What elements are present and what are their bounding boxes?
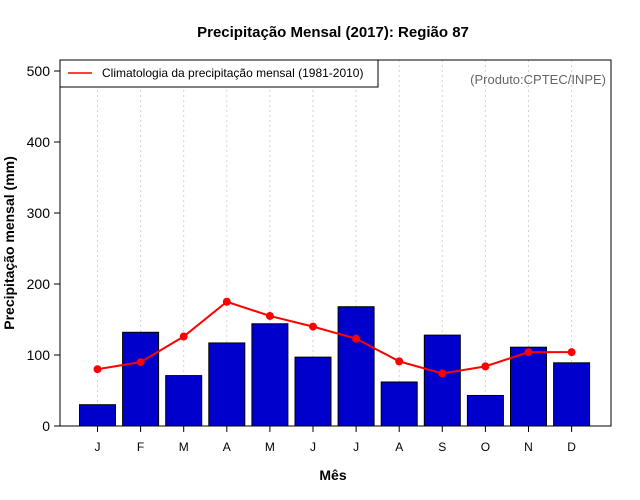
climatology-point (395, 357, 404, 366)
bar (553, 362, 591, 427)
x-tick-label: J (353, 440, 359, 454)
x-tick-label: F (137, 440, 144, 454)
x-tick-label: M (179, 440, 189, 454)
climatology-point (567, 348, 576, 357)
vertical-grid-lines (97, 60, 573, 426)
legend: Climatologia da precipitação mensal (198… (59, 59, 379, 88)
climatology-point (438, 369, 447, 378)
x-tick-label: D (567, 440, 576, 454)
climatology-line (97, 300, 572, 375)
x-tick-label: A (395, 440, 403, 454)
x-tick-label: M (265, 440, 275, 454)
x-tick-label: A (223, 440, 231, 454)
x-tick-label: N (524, 440, 533, 454)
bar (510, 346, 547, 427)
bar (466, 394, 504, 427)
climatology-point (222, 297, 231, 306)
legend-entry-climatology: Climatologia da precipitação mensal (198… (102, 66, 363, 80)
y-tick-label: 200 (27, 276, 51, 292)
y-tick-label: 400 (27, 134, 51, 150)
bar-series (79, 306, 591, 427)
bar (208, 342, 246, 427)
bar (380, 381, 418, 427)
climatology-point (179, 332, 188, 341)
climatology-point (93, 365, 102, 374)
legend-box (59, 59, 379, 88)
climatology-point (265, 311, 274, 320)
climatology-point (309, 322, 317, 331)
x-axis-label: Mês (319, 467, 346, 483)
bar (423, 334, 461, 427)
bar (79, 404, 116, 427)
product-note: (Produto:CPTEC/INPE) (470, 72, 606, 87)
y-axis-label: Precipitação mensal (mm) (1, 156, 17, 330)
climatology-point (481, 362, 490, 371)
climatology-point (136, 358, 145, 367)
x-tick-label: S (438, 440, 446, 454)
climatology-point (524, 348, 533, 357)
y-tick-label: 500 (27, 63, 51, 79)
bar (337, 306, 375, 427)
climatology-line-series (93, 297, 576, 378)
bar (294, 356, 332, 427)
y-tick-label: 300 (27, 205, 51, 221)
climatology-point (352, 334, 361, 343)
y-tick-label: 0 (42, 418, 50, 434)
bar (165, 375, 203, 427)
x-tick-label: J (95, 440, 101, 454)
x-tick-label: O (481, 440, 490, 454)
bar (251, 323, 289, 427)
y-axis: 0 100 200 300 400 500 (27, 63, 61, 434)
bar (122, 331, 160, 427)
x-tick-label: J (310, 440, 316, 454)
y-tick-label: 100 (27, 347, 51, 363)
chart-title: Precipitação Mensal (2017): Região 87 (197, 24, 469, 41)
